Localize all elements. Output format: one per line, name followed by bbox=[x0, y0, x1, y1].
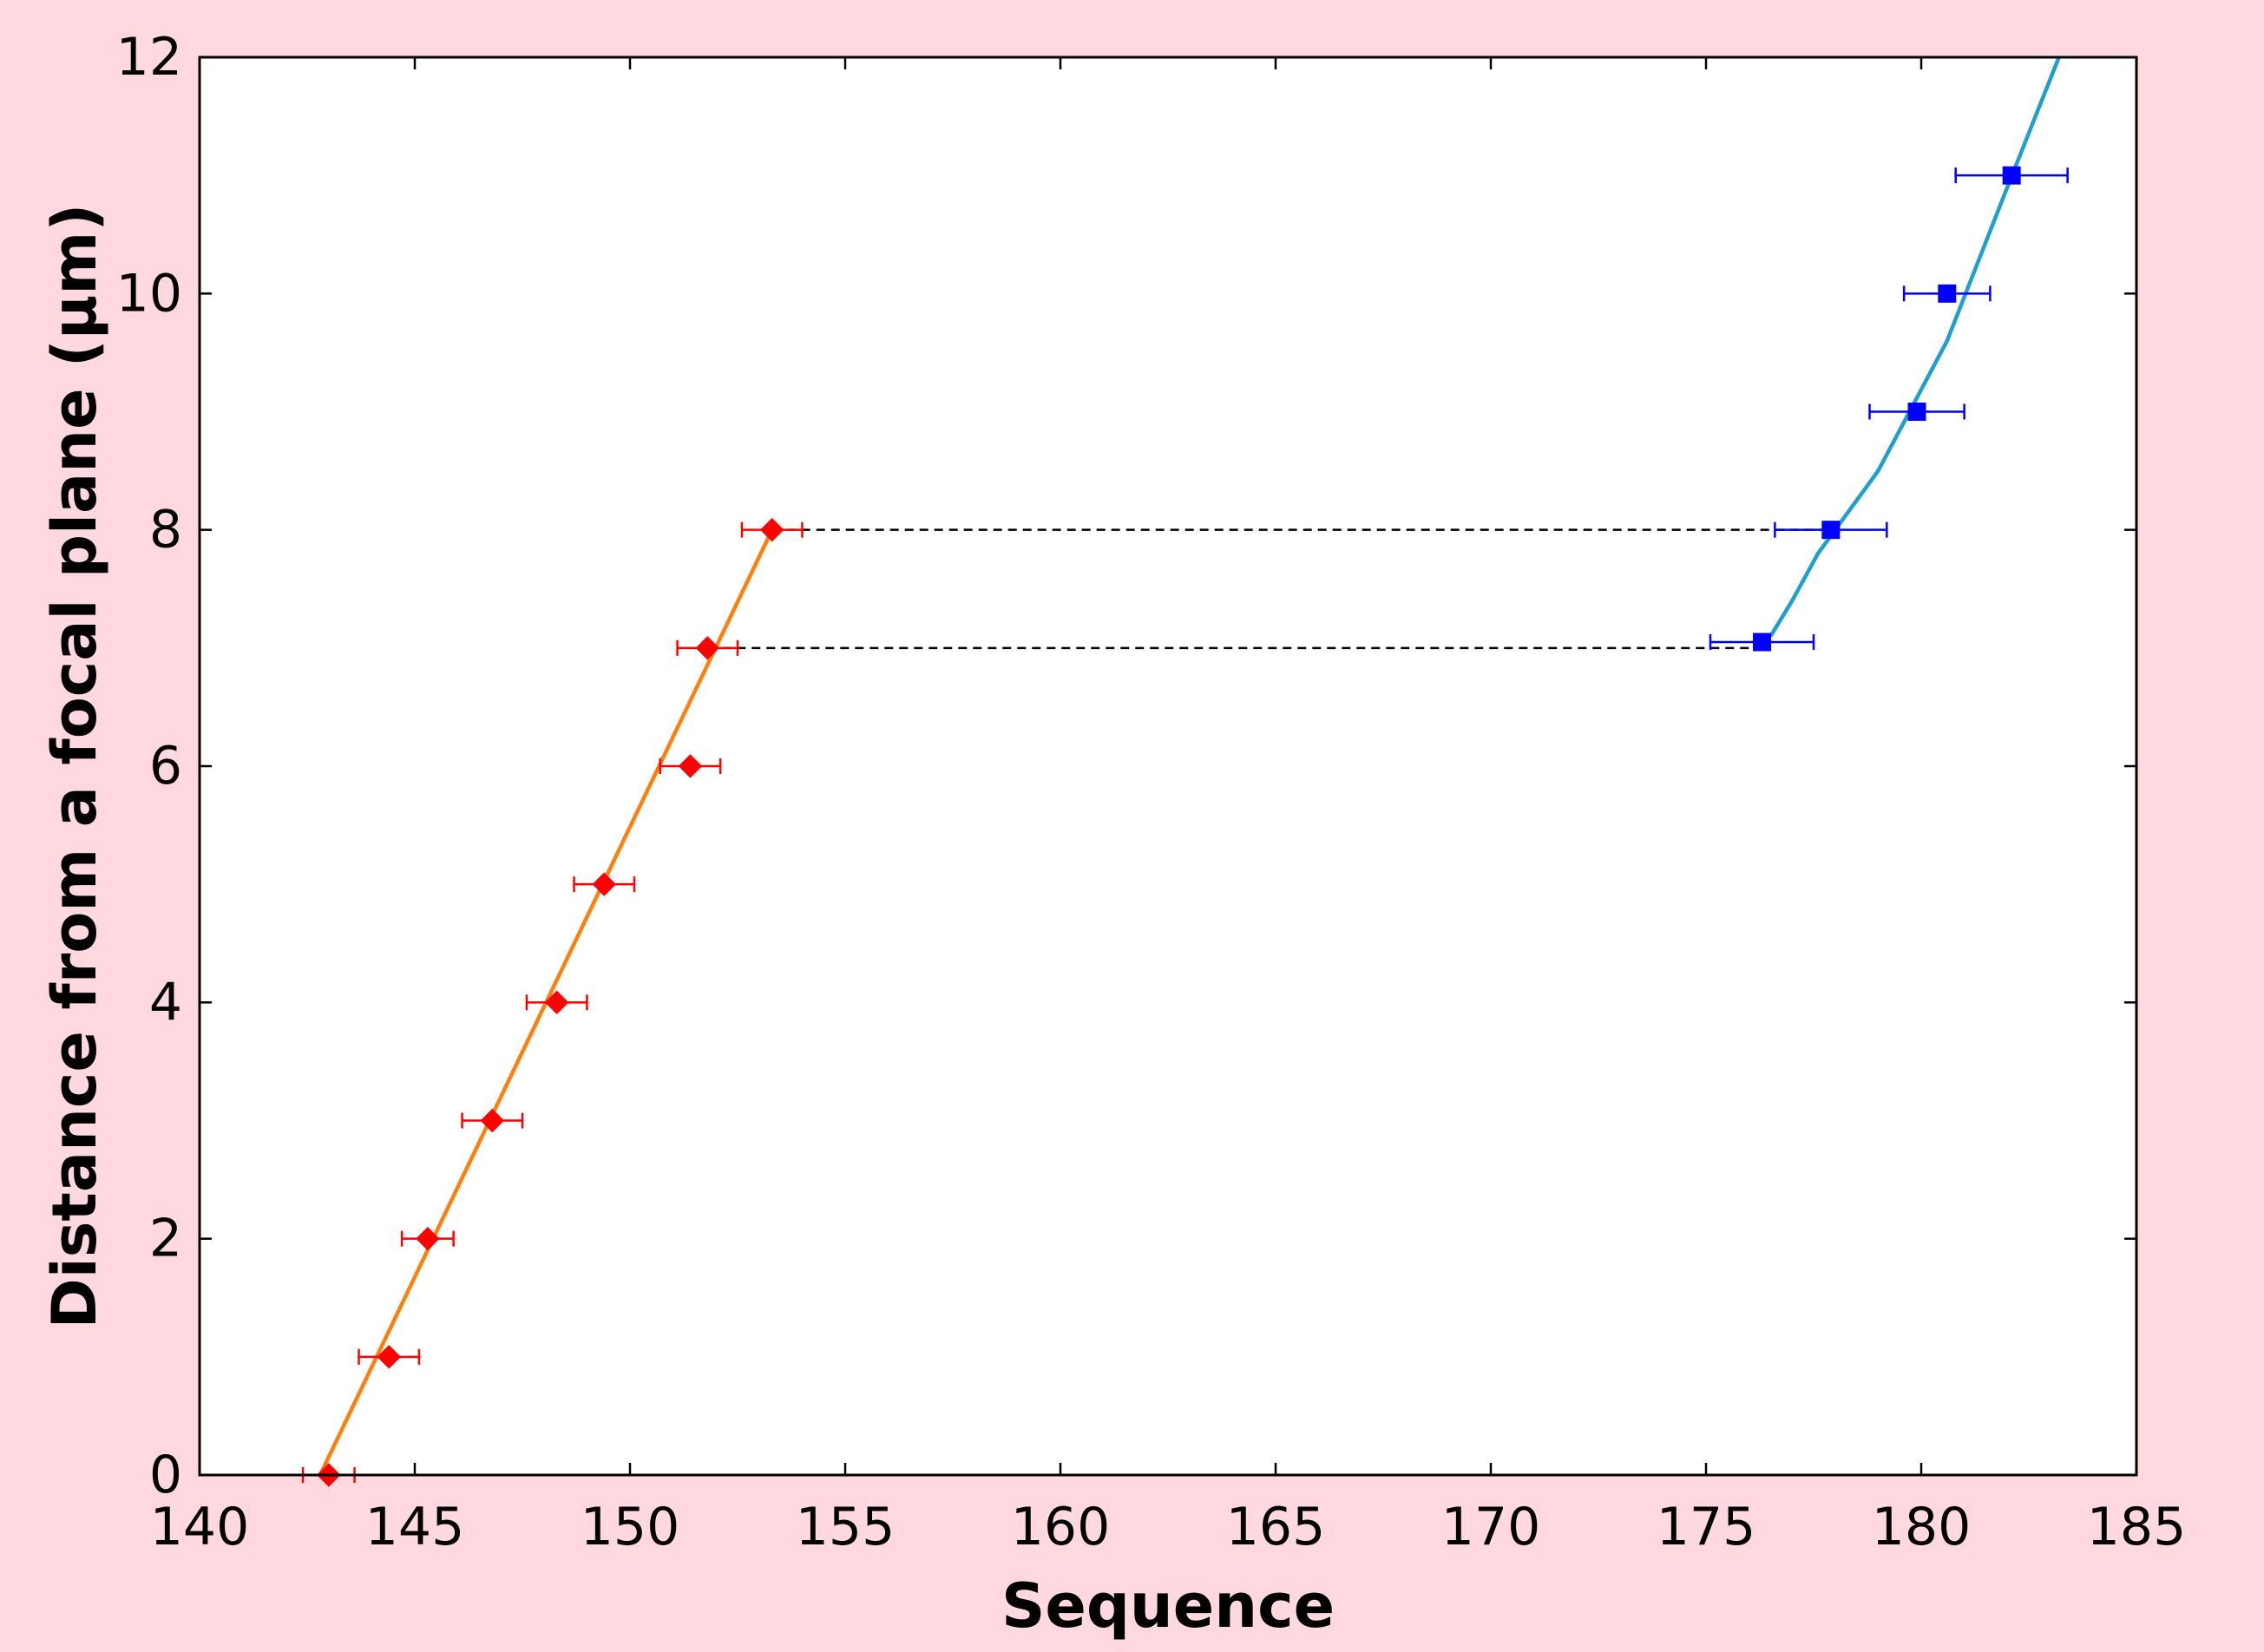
square-point bbox=[1938, 284, 1957, 303]
diamond-point bbox=[695, 636, 719, 660]
x-tick-label: 150 bbox=[581, 1497, 680, 1557]
x-tick-label: 145 bbox=[365, 1497, 465, 1557]
x-tick-label: 155 bbox=[796, 1497, 896, 1557]
y-tick-label: 4 bbox=[149, 972, 182, 1032]
square-point bbox=[1907, 403, 1926, 421]
diamond-point bbox=[416, 1226, 440, 1251]
y-tick-label: 8 bbox=[149, 500, 182, 560]
diamond-point bbox=[480, 1108, 504, 1133]
fit-line-2 bbox=[1769, 56, 2061, 638]
y-tick-label: 6 bbox=[149, 736, 182, 796]
plot-area bbox=[200, 57, 2136, 1475]
diamond-point bbox=[544, 990, 569, 1015]
square-point bbox=[1752, 633, 1771, 652]
y-tick-label: 2 bbox=[149, 1209, 182, 1269]
diamond-point bbox=[678, 754, 703, 778]
x-tick-label: 170 bbox=[1441, 1497, 1541, 1557]
diamond-point bbox=[592, 872, 616, 896]
y-tick-label: 10 bbox=[116, 263, 182, 324]
x-tick-label: 185 bbox=[2087, 1497, 2187, 1557]
y-axis-title: Distance from a focal plane (μm) bbox=[39, 204, 110, 1329]
x-tick-label: 180 bbox=[1872, 1497, 1972, 1557]
x-tick-label: 140 bbox=[150, 1497, 250, 1557]
square-point bbox=[1821, 521, 1841, 540]
diamond-point bbox=[377, 1345, 401, 1369]
square-point bbox=[2002, 166, 2021, 185]
x-tick-label: 175 bbox=[1657, 1497, 1756, 1557]
ticks-layer: 140 145 150 155 160 165 170 175 180 185 0 2 4 6 8 10 12 bbox=[116, 27, 2187, 1557]
x-tick-label: 160 bbox=[1011, 1497, 1111, 1557]
y-tick-label: 12 bbox=[116, 27, 182, 88]
x-axis-title: Sequence bbox=[1001, 1570, 1335, 1642]
markers-layer bbox=[317, 166, 2021, 1487]
diamond-point bbox=[759, 517, 784, 542]
connectors-layer bbox=[707, 528, 1831, 650]
x-tick-label: 165 bbox=[1226, 1497, 1326, 1557]
y-tick-label: 0 bbox=[149, 1445, 182, 1505]
